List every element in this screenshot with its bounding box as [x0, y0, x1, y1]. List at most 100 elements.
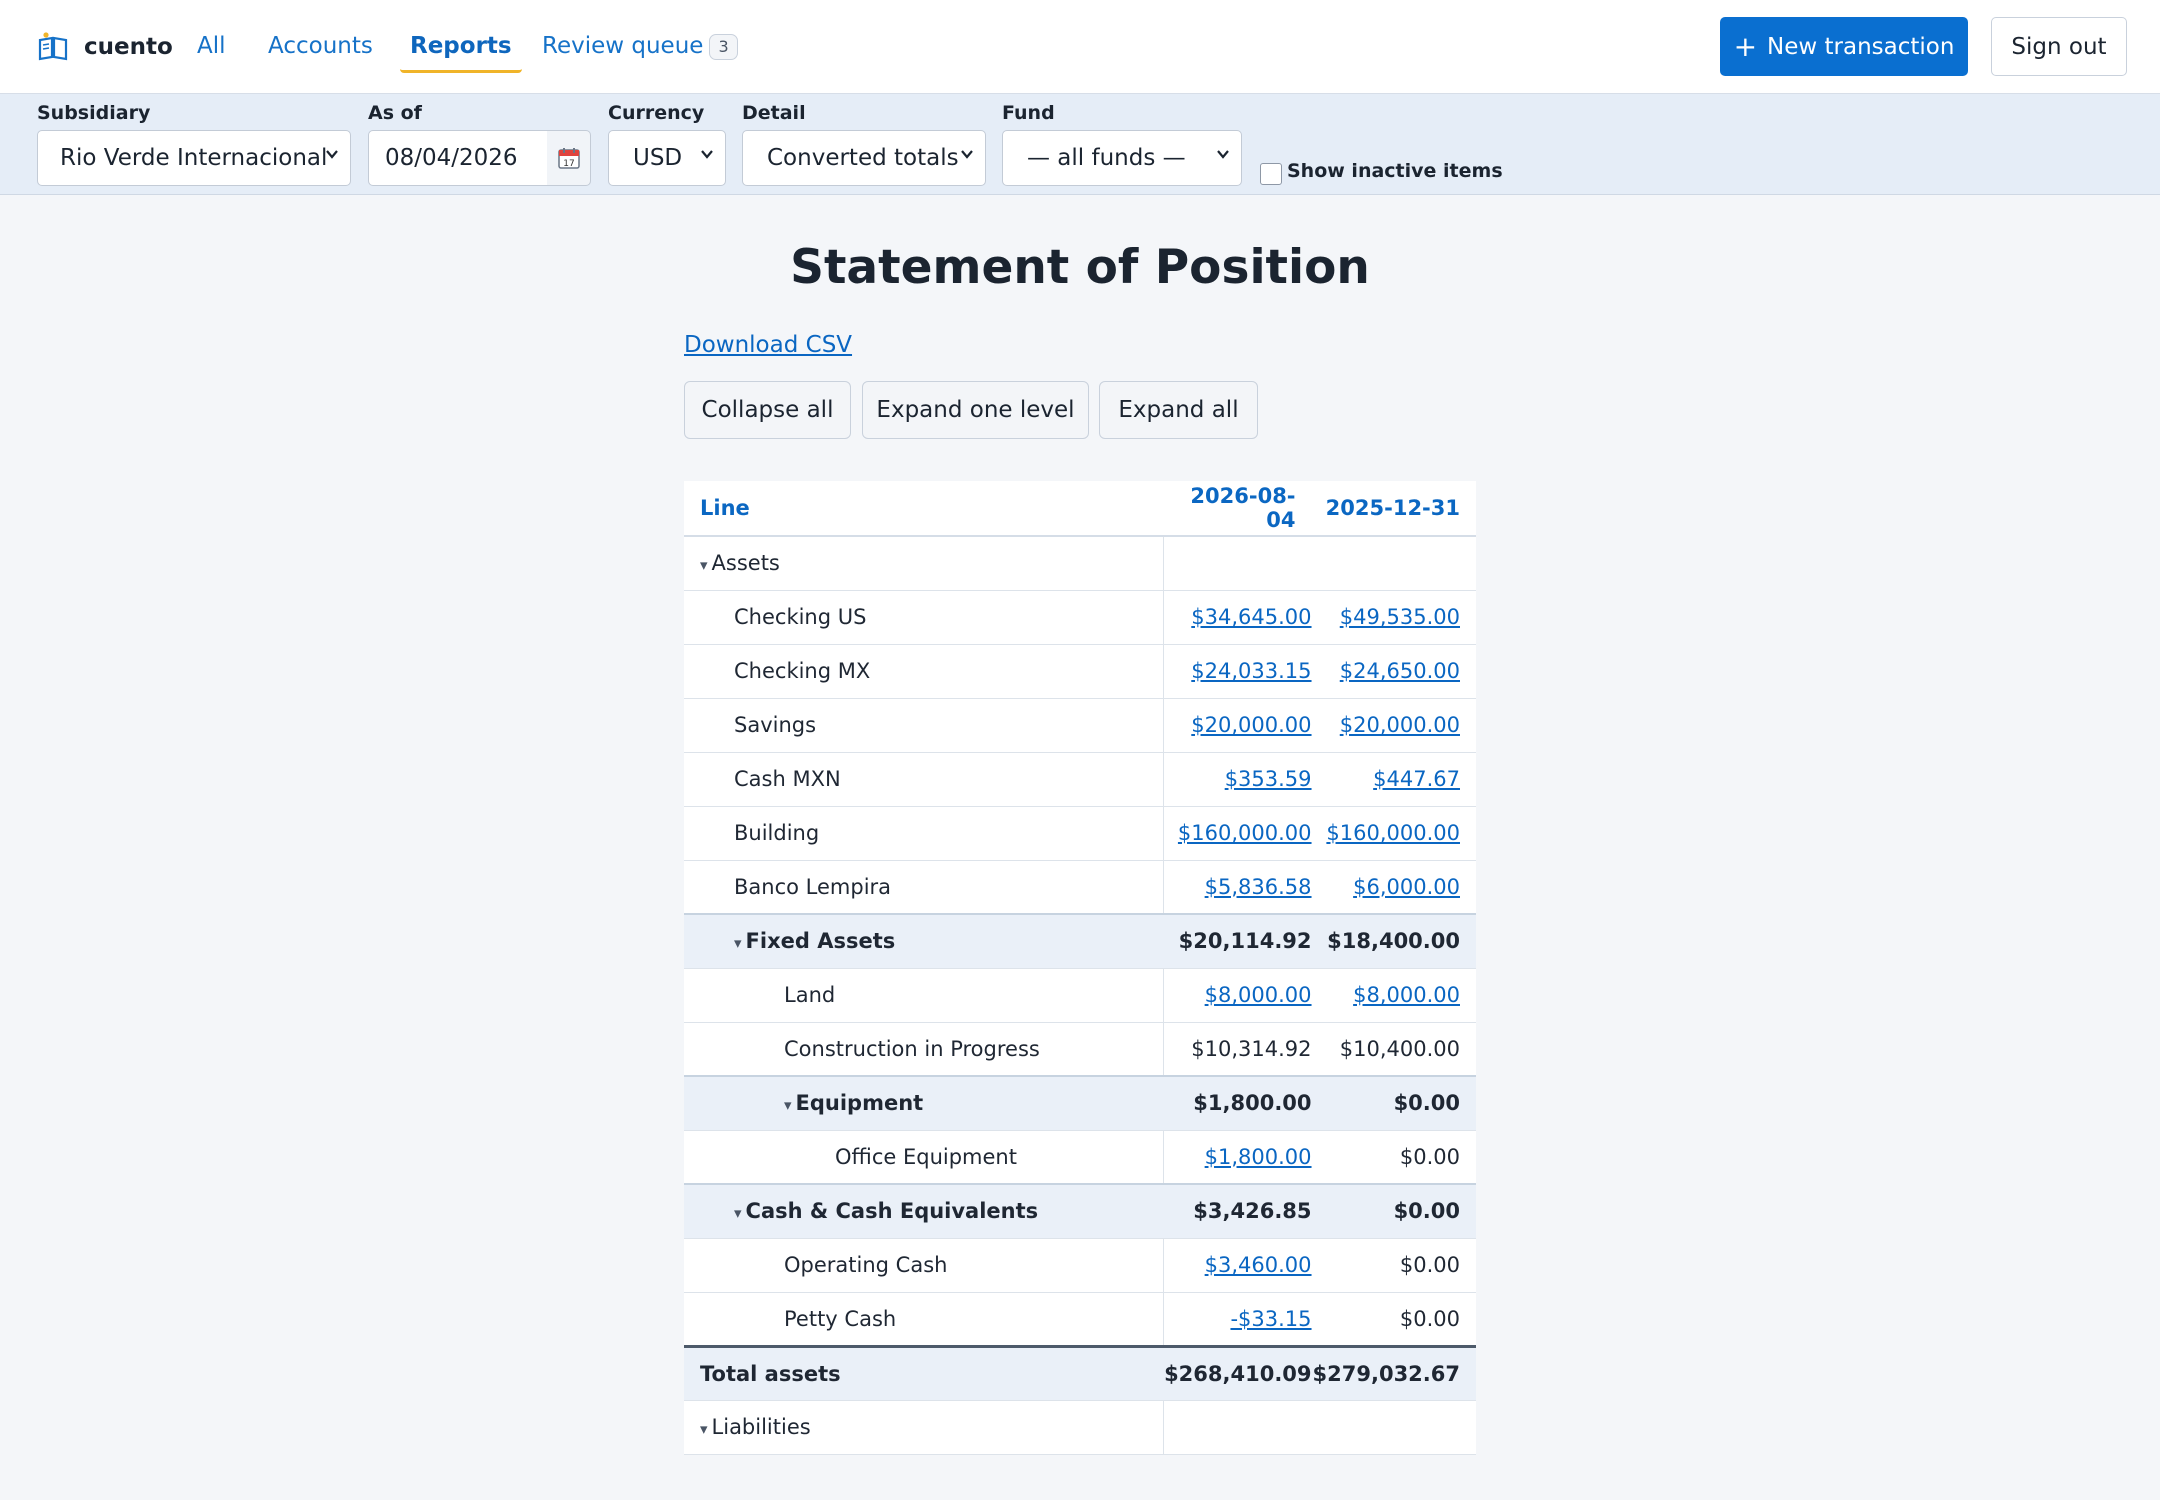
row-label: Banco Lempira: [734, 874, 892, 899]
amount-link[interactable]: $20,000.00: [1191, 713, 1312, 737]
caret-down-icon[interactable]: ▾: [700, 556, 708, 575]
prior-value-cell: $24,650.00: [1311, 644, 1476, 699]
sign-out-button[interactable]: Sign out: [1991, 17, 2127, 76]
fund-select[interactable]: — all funds —: [1002, 130, 1242, 186]
subsidiary-select[interactable]: Rio Verde Internacional: [37, 130, 351, 186]
row-label: Checking US: [734, 605, 867, 629]
review-count-badge: 3: [709, 33, 738, 60]
show-inactive-label[interactable]: Show inactive items: [1287, 160, 1503, 182]
caret-down-icon[interactable]: ▾: [784, 1096, 792, 1115]
detail-select[interactable]: Converted totals: [742, 130, 986, 186]
amount-link[interactable]: $20,000.00: [1339, 713, 1460, 737]
amount-link[interactable]: $8,000.00: [1353, 983, 1460, 1007]
expand-all-button[interactable]: Expand all: [1099, 381, 1258, 439]
show-inactive-checkbox[interactable]: [1260, 163, 1282, 185]
detail-value: Converted totals: [767, 145, 959, 171]
row-label: Checking MX: [734, 659, 871, 683]
chevron-down-icon: [961, 150, 973, 159]
nav-link-all[interactable]: All: [197, 33, 226, 59]
report-title: Statement of Position: [790, 240, 1370, 295]
section-row[interactable]: ▾ Liabilities: [684, 1400, 1476, 1455]
caret-down-icon[interactable]: ▾: [700, 1420, 708, 1438]
row-label-cell: ▾ Liabilities: [684, 1400, 1164, 1455]
row-label[interactable]: Fixed Assets: [745, 929, 896, 954]
column-header-prior[interactable]: 2025-12-31: [1311, 481, 1476, 537]
amount-link[interactable]: $160,000.00: [1177, 821, 1312, 845]
row-label[interactable]: Liabilities: [711, 1415, 811, 1439]
current-value-cell: $20,114.92: [1163, 914, 1312, 969]
row-label-cell: Savings: [684, 698, 1164, 753]
table-row: Construction in Progress $10,314.92 $10,40…: [684, 1022, 1476, 1077]
table-row: Banco Lempira $5,836.58 $6,000.00: [684, 860, 1476, 915]
amount-link[interactable]: $49,535.00: [1339, 605, 1460, 629]
amount-link[interactable]: $24,033.15: [1191, 659, 1312, 683]
row-label-cell: ▾ Fixed Assets: [684, 914, 1164, 969]
row-label: Building: [734, 821, 820, 845]
column-header-line[interactable]: Line: [684, 481, 1164, 537]
amount-link[interactable]: $160,000.00: [1326, 821, 1460, 845]
table-row: Checking MX $24,033.15 $24,650.00: [684, 644, 1476, 699]
row-label: Operating Cash: [784, 1253, 948, 1277]
prior-value-cell: $0.00: [1311, 1076, 1476, 1131]
download-csv-link[interactable]: Download CSV: [684, 332, 853, 358]
collapse-all-button[interactable]: Collapse all: [684, 381, 851, 439]
amount-link[interactable]: $34,645.00: [1191, 605, 1312, 629]
row-label: Cash MXN: [734, 767, 841, 791]
amount-value: $10,400.00: [1339, 1036, 1460, 1061]
new-transaction-button[interactable]: + New transaction: [1720, 17, 1968, 76]
current-value-cell: $160,000.00: [1163, 806, 1312, 861]
prior-value-cell: $447.67: [1311, 752, 1476, 807]
row-label-cell: ▾ Equipment: [684, 1076, 1164, 1131]
plus-icon: +: [1733, 29, 1758, 63]
as-of-date-input[interactable]: 08/04/2026: [368, 130, 548, 186]
caret-down-icon[interactable]: ▾: [734, 1204, 742, 1223]
amount-link[interactable]: -$33.15: [1230, 1306, 1312, 1331]
group-row[interactable]: ▾ Cash & Cash Equivalents $3,426.85 $0.00: [684, 1184, 1476, 1239]
currency-select[interactable]: USD: [608, 130, 726, 186]
row-label[interactable]: Total assets: [700, 1361, 841, 1386]
prior-value-cell: $0.00: [1311, 1238, 1476, 1293]
calendar-icon: 17: [557, 148, 580, 169]
row-label-cell: Construction in Progress: [684, 1022, 1164, 1077]
expand-one-level-button[interactable]: Expand one level: [862, 381, 1089, 439]
amount-link[interactable]: $24,650.00: [1339, 659, 1460, 683]
prior-value-cell: $18,400.00: [1311, 914, 1476, 969]
row-label[interactable]: Equipment: [795, 1091, 924, 1116]
column-header-current[interactable]: 2026-08-04: [1163, 481, 1312, 537]
current-value-cell: $10,314.92: [1163, 1022, 1312, 1077]
row-label: Petty Cash: [784, 1306, 897, 1331]
nav-link-accounts[interactable]: Accounts: [268, 33, 373, 59]
table-row: Building $160,000.00 $160,000.00: [684, 806, 1476, 861]
row-label-cell: Banco Lempira: [684, 860, 1164, 915]
brand[interactable]: cuento: [38, 28, 173, 66]
row-label-cell: Checking MX: [684, 644, 1164, 699]
row-label-cell: Cash MXN: [684, 752, 1164, 807]
current-value-cell: $8,000.00: [1163, 968, 1312, 1023]
current-value-cell: [1163, 1400, 1312, 1455]
amount-link[interactable]: $1,800.00: [1204, 1144, 1312, 1169]
table-row: Land $8,000.00 $8,000.00: [684, 968, 1476, 1023]
section-row[interactable]: ▾ Assets: [684, 536, 1476, 591]
prior-value-cell: $8,000.00: [1311, 968, 1476, 1023]
table-row: Cash MXN $353.59 $447.67: [684, 752, 1476, 807]
amount-link[interactable]: $8,000.00: [1204, 983, 1312, 1007]
chevron-down-icon: [326, 150, 338, 159]
caret-down-icon[interactable]: ▾: [734, 934, 742, 953]
amount-link[interactable]: $5,836.58: [1204, 874, 1312, 899]
amount-link[interactable]: $3,460.00: [1204, 1253, 1312, 1277]
nav-link-reports[interactable]: Reports: [400, 30, 522, 73]
current-value-cell: $1,800.00: [1163, 1130, 1312, 1185]
amount-link[interactable]: $353.59: [1224, 767, 1312, 791]
current-value-cell: [1163, 536, 1312, 591]
row-label[interactable]: Cash & Cash Equivalents: [745, 1199, 1039, 1224]
calendar-button[interactable]: 17: [547, 130, 591, 186]
row-label: Land: [784, 983, 836, 1007]
amount-link[interactable]: $447.67: [1373, 767, 1460, 791]
group-row[interactable]: ▾ Equipment $1,800.00 $0.00: [684, 1076, 1476, 1131]
table-header-row: Line 2026-08-04 2025-12-31: [684, 481, 1476, 537]
nav-link-review-queue[interactable]: Review queue 3: [542, 30, 738, 70]
group-row[interactable]: ▾ Fixed Assets $20,114.92 $18,400.00: [684, 914, 1476, 969]
row-label[interactable]: Assets: [711, 551, 780, 576]
amount-link[interactable]: $6,000.00: [1353, 874, 1460, 899]
as-of-label: As of: [368, 102, 422, 124]
